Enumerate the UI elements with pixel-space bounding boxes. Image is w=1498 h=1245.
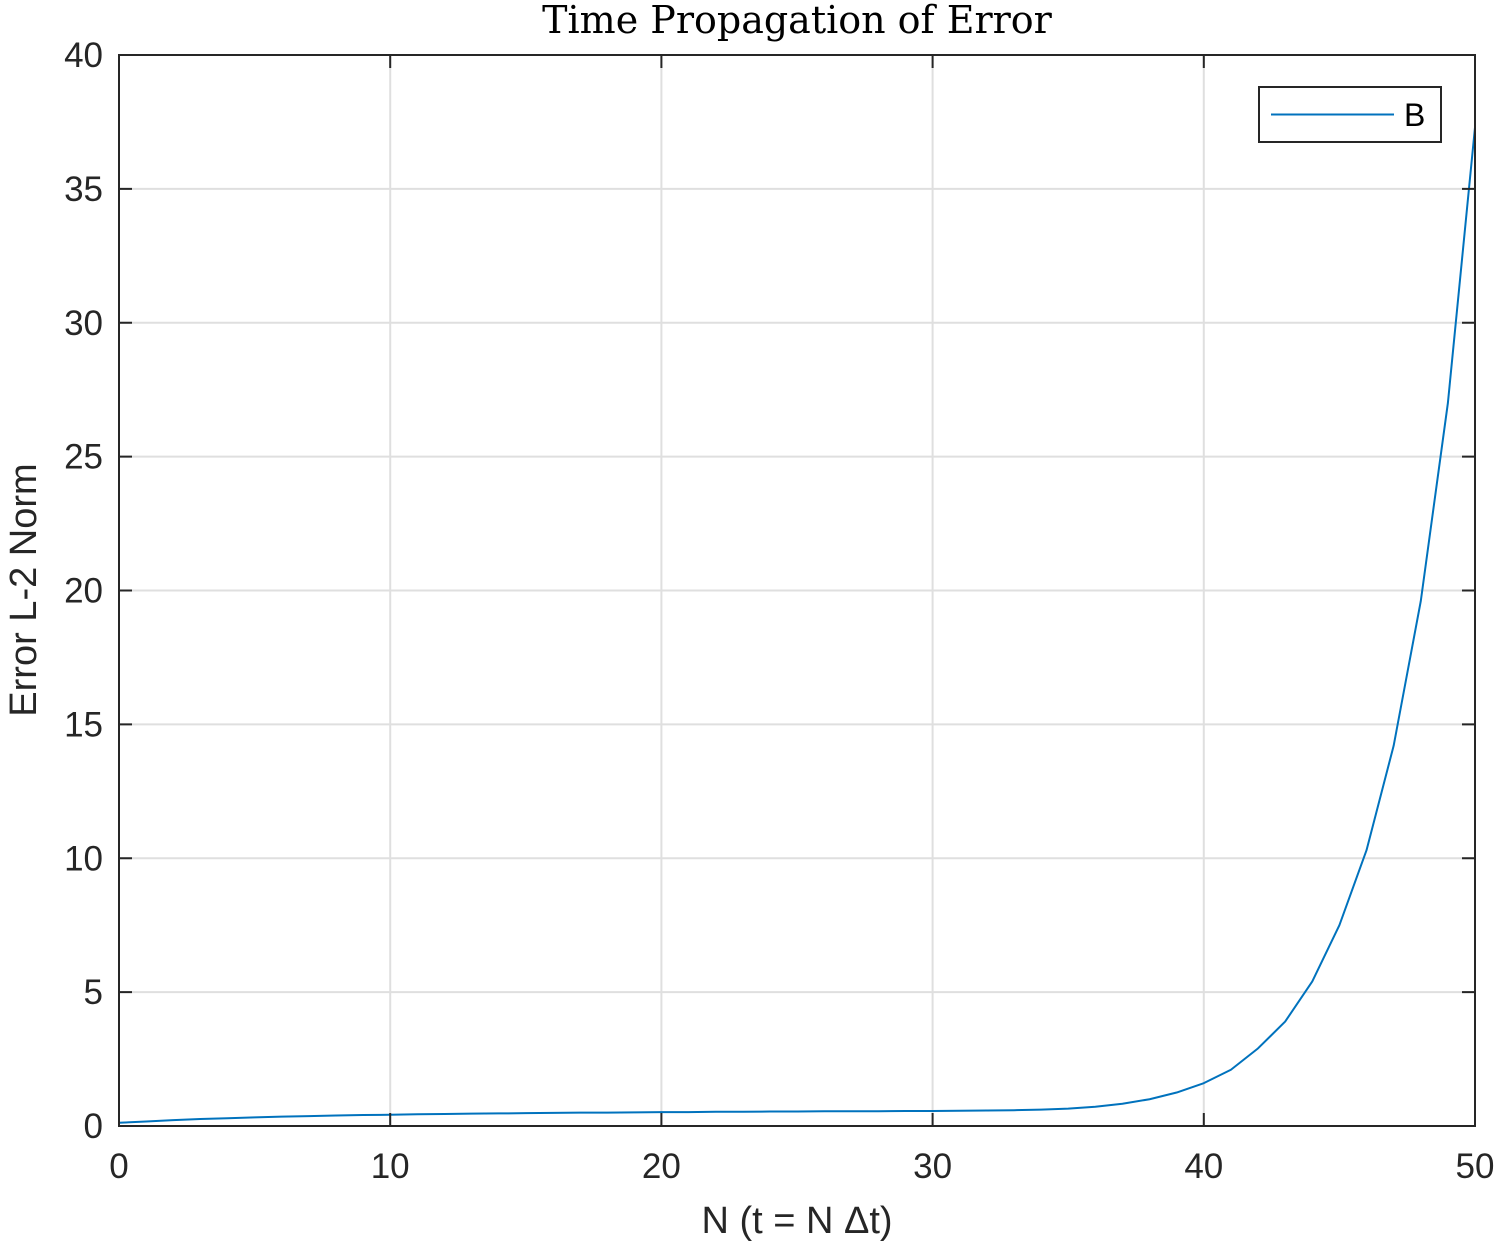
- chart-title: Time Propagation of Error: [542, 0, 1052, 42]
- y-tick-label: 5: [84, 973, 103, 1012]
- legend: B: [1258, 86, 1442, 143]
- y-tick-labels: 0 5 10 15 20 25 30 35 40: [64, 36, 103, 1146]
- x-tick-label: 10: [371, 1147, 410, 1186]
- y-axis-label: Error L-2 Norm: [3, 463, 45, 716]
- tick-marks: [118, 54, 1476, 1127]
- y-tick-label: 25: [64, 438, 103, 477]
- x-tick-label: 0: [109, 1147, 128, 1186]
- y-tick-label: 40: [64, 36, 103, 75]
- series-layer: [118, 127, 1476, 1124]
- x-tick-label: 40: [1184, 1147, 1223, 1186]
- legend-label: B: [1404, 97, 1425, 133]
- y-tick-label: 15: [64, 705, 103, 744]
- x-tick-labels: 0 10 20 30 40 50: [109, 1147, 1494, 1186]
- x-tick-label: 30: [913, 1147, 952, 1186]
- x-tick-label: 20: [642, 1147, 681, 1186]
- x-tick-label: 50: [1456, 1147, 1495, 1186]
- y-tick-label: 20: [64, 572, 103, 611]
- series-line-B: [118, 127, 1476, 1124]
- y-tick-label: 10: [64, 839, 103, 878]
- y-tick-label: 30: [64, 304, 103, 343]
- x-axis-label: N (t = N Δt): [701, 1200, 892, 1242]
- y-tick-label: 35: [64, 170, 103, 209]
- y-tick-label: 0: [84, 1107, 103, 1146]
